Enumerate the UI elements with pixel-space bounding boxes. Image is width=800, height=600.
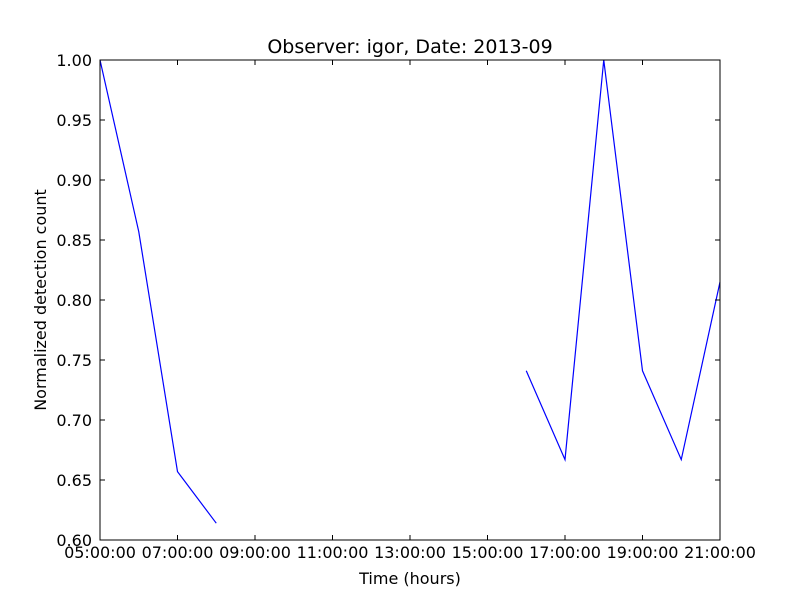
y-tick-label: 0.75 <box>56 351 92 370</box>
y-tick-label: 0.95 <box>56 111 92 130</box>
series-layer <box>99 59 721 524</box>
x-tick-label: 13:00:00 <box>374 543 446 562</box>
chart-title: Observer: igor, Date: 2013-09 <box>267 36 552 58</box>
y-axis-ticks: 0.60 0.65 0.70 0.75 0.80 0.85 0.90 0.95 1.00 <box>56 51 720 550</box>
y-tick-label: 0.60 <box>56 531 92 550</box>
x-tick-label: 15:00:00 <box>452 543 524 562</box>
x-tick-label: 17:00:00 <box>529 543 601 562</box>
series-line-segment-1 <box>99 59 217 524</box>
x-tick-label: 11:00:00 <box>297 543 369 562</box>
y-tick-label: 0.65 <box>56 471 92 490</box>
x-tick-label: 19:00:00 <box>607 543 679 562</box>
y-tick-label: 0.85 <box>56 231 92 250</box>
y-tick-label: 0.90 <box>56 171 92 190</box>
y-tick-label: 0.80 <box>56 291 92 310</box>
x-tick-label: 07:00:00 <box>142 543 214 562</box>
x-tick-label: 21:00:00 <box>684 543 756 562</box>
series-line-segment-2 <box>525 59 721 462</box>
plot-frame <box>99 59 721 541</box>
y-tick-label: 0.70 <box>56 411 92 430</box>
x-axis-ticks: 05:00:00 07:00:00 09:00:00 11:00:00 13:00:00… <box>64 60 756 562</box>
x-tick-label: 05:00:00 <box>64 543 136 562</box>
y-tick-label: 1.00 <box>56 51 92 70</box>
x-tick-label: 09:00:00 <box>219 543 291 562</box>
x-axis-label: Time (hours) <box>358 569 461 588</box>
y-axis-label: Normalized detection count <box>31 189 50 411</box>
